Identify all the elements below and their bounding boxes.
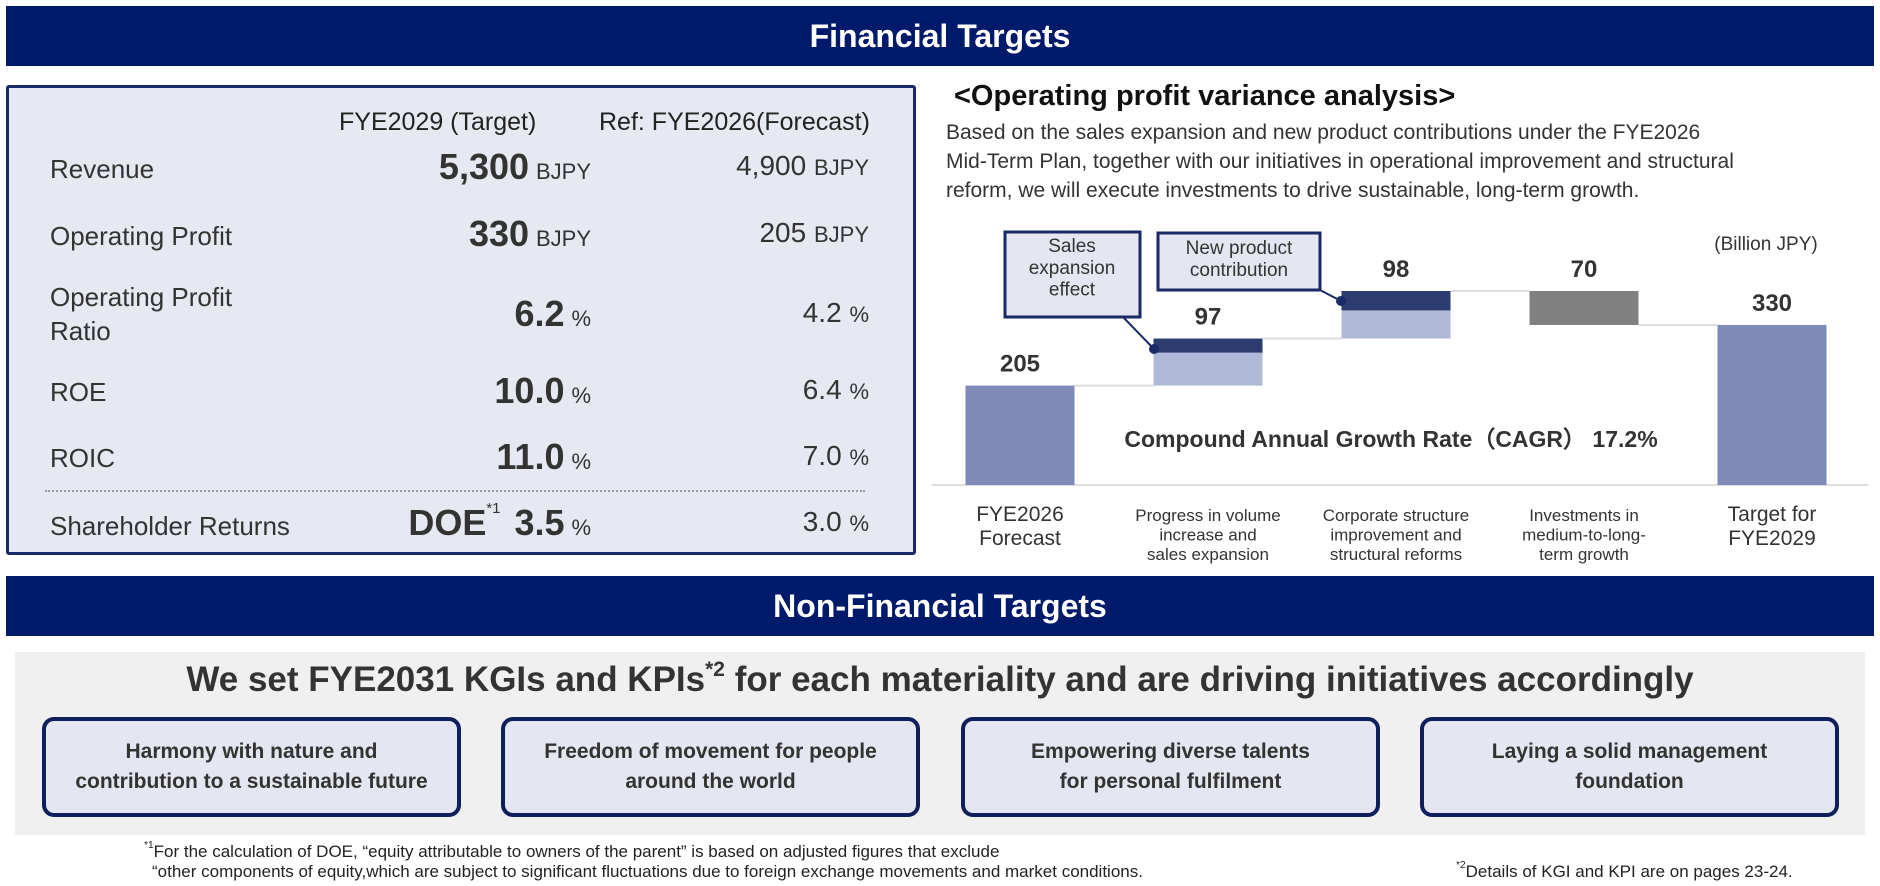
section-title: Non-Financial Targets xyxy=(773,587,1107,624)
category-label: Progress in volume xyxy=(1135,506,1281,525)
category-label: Forecast xyxy=(979,527,1061,550)
footnote-1-line2: “other components of equity,which are su… xyxy=(152,862,1143,881)
chart-title: <Operating profit variance analysis> xyxy=(954,80,1456,112)
divider xyxy=(45,490,865,492)
category-label: FYE2029 xyxy=(1728,527,1816,550)
category-label: sales expansion xyxy=(1147,545,1269,564)
target-value: 6.2 % xyxy=(514,293,591,334)
financial-targets-table: FYE2029 (Target) Ref: FYE2026(Forecast) … xyxy=(6,85,916,555)
callout-dot xyxy=(1149,344,1159,354)
row-label: ROIC xyxy=(50,443,115,473)
ref-value: 4,900 BJPY xyxy=(736,150,869,181)
data-label: 205 xyxy=(1000,351,1040,378)
target-value: 5,300 BJPY xyxy=(438,146,591,187)
category-label: improvement and xyxy=(1330,526,1461,545)
data-label: 97 xyxy=(1195,304,1222,331)
data-label: 70 xyxy=(1571,256,1598,283)
ref-value: 3.0 % xyxy=(802,506,869,537)
category-label: FYE2026 xyxy=(976,503,1064,526)
callout-text: contribution xyxy=(1190,260,1288,281)
cagr-annotation: Compound Annual Growth Rate（CAGR） 17.2% xyxy=(1124,426,1657,452)
financial-targets-banner: Financial Targets xyxy=(6,6,1874,66)
ref-value: 6.4 % xyxy=(802,374,869,405)
row-label: Revenue xyxy=(50,154,155,184)
materiality-card: Empowering diverse talents for personal … xyxy=(961,717,1380,817)
category-label: structural reforms xyxy=(1330,545,1462,564)
ref-value: 205 BJPY xyxy=(759,217,869,248)
bar-3 xyxy=(1529,291,1639,325)
category-label: medium-to-long- xyxy=(1522,526,1646,545)
nonfinancial-targets-banner: Non-Financial Targets xyxy=(6,576,1874,636)
materiality-card: Laying a solid management foundation xyxy=(1420,717,1839,817)
callout-new-product xyxy=(1156,231,1322,292)
col-header-ref: Ref: FYE2026(Forecast) xyxy=(599,108,870,136)
bar-4 xyxy=(1717,324,1827,485)
col-header-target: FYE2029 (Target) xyxy=(339,108,537,136)
row-label: Operating Profit xyxy=(50,221,233,251)
bar-1-dark xyxy=(1153,338,1263,353)
callout-leader xyxy=(1122,316,1155,350)
materiality-card: Freedom of movement for people around th… xyxy=(501,717,920,817)
section-title: Financial Targets xyxy=(809,17,1071,54)
unit-label: (Billion JPY) xyxy=(1714,234,1817,255)
category-label: Target for xyxy=(1728,503,1817,526)
bar-0 xyxy=(965,385,1075,485)
data-label: 330 xyxy=(1752,290,1792,317)
variance-analysis: <Operating profit variance analysis> Bas… xyxy=(920,60,1880,575)
callout-text: Sales xyxy=(1048,236,1096,257)
data-label: 98 xyxy=(1383,256,1410,283)
doe-label: DOE xyxy=(408,502,487,543)
target-value: 330 BJPY xyxy=(468,213,591,254)
category-label: term growth xyxy=(1539,545,1629,564)
description: Based on the sales expansion and new pro… xyxy=(946,121,1734,202)
row-label: ROE xyxy=(50,377,107,407)
target-value: 11.0 % xyxy=(496,436,591,477)
bar-2-dark xyxy=(1341,291,1451,311)
callout-text: New product xyxy=(1186,238,1293,259)
callout-sales-expansion xyxy=(1003,230,1142,319)
ref-value: 4.2 % xyxy=(802,297,869,328)
ref-value: 7.0 % xyxy=(802,440,869,471)
callout-dot xyxy=(1336,296,1346,306)
category-label: Corporate structure xyxy=(1323,506,1469,525)
footnote-2: *2Details of KGI and KPI are on pages 23… xyxy=(1456,860,1793,881)
callout-text: expansion xyxy=(1029,258,1116,279)
target-value: DOE*1 3.5 % xyxy=(408,500,591,543)
category-label: increase and xyxy=(1159,526,1256,545)
callout-text: effect xyxy=(1049,280,1096,301)
footnote-1-line1: *1For the calculation of DOE, “equity at… xyxy=(144,840,1000,861)
category-label: Investments in xyxy=(1529,506,1639,525)
target-value: 10.0 % xyxy=(494,370,591,411)
row-label: Shareholder Returns xyxy=(50,511,290,541)
materiality-card: Harmony with nature and contribution to … xyxy=(42,717,461,817)
row-label: Operating Profit Ratio xyxy=(50,282,233,346)
nonfinancial-heading: We set FYE2031 KGIs and KPIs*2 for each … xyxy=(186,658,1694,699)
